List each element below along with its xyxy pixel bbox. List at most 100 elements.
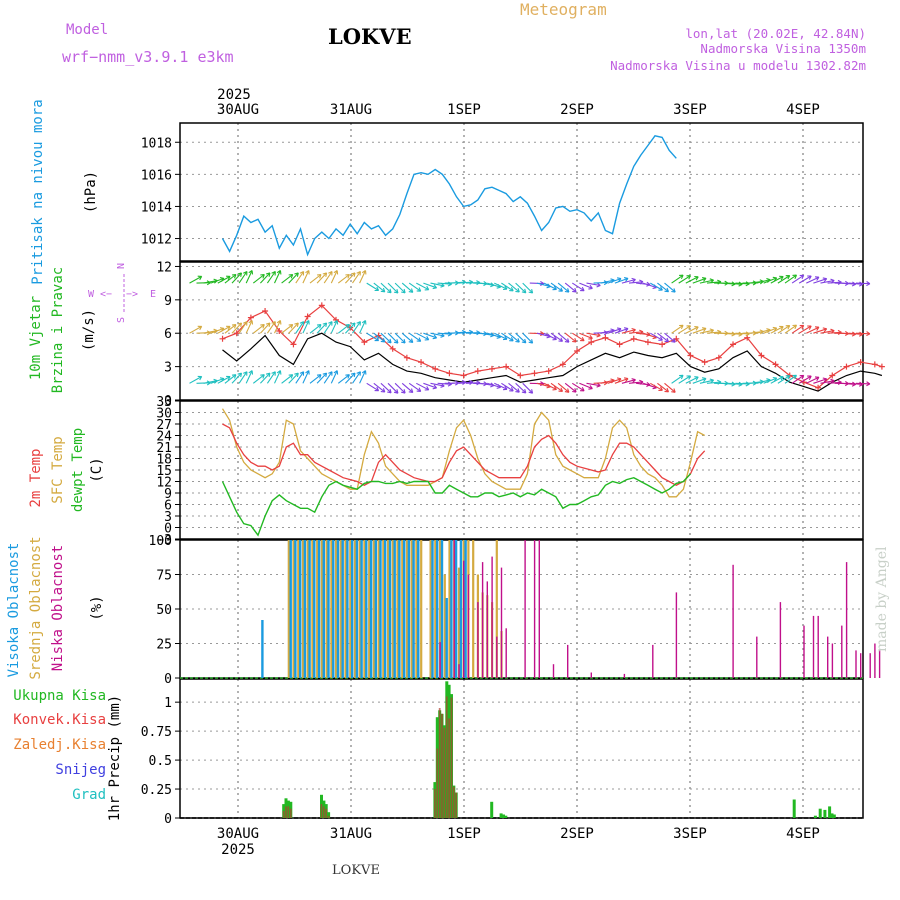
- wind-arrow-head: [380, 388, 386, 393]
- wind-arrow-head: [564, 288, 570, 293]
- wind-arrow: [189, 376, 202, 384]
- wind-arrow-head: [564, 388, 570, 393]
- wind-arrow: [359, 270, 366, 284]
- wind-arrow-head: [288, 374, 294, 379]
- wind-arrow-head: [799, 324, 805, 330]
- precip-conv-bar: [443, 727, 446, 818]
- y-tick-label: −3: [156, 533, 172, 548]
- y-tick-label: 50: [156, 603, 172, 618]
- wind-arrow: [430, 382, 445, 387]
- wind-arrow-head: [401, 338, 406, 344]
- precip-total-bar: [813, 815, 817, 818]
- top-year-label: 2025: [217, 87, 251, 103]
- wind-arrow: [791, 324, 805, 334]
- wind-title-1: 10m Vjetar: [28, 296, 44, 380]
- wind-arrow: [380, 332, 392, 344]
- compass-e-arrow: −>: [126, 289, 138, 300]
- wind-arrow-head: [664, 337, 670, 343]
- cloud-high-bar: [336, 540, 340, 678]
- wind-arrow: [330, 320, 338, 334]
- wind-arrow: [756, 329, 771, 334]
- wind-arrow: [572, 382, 585, 392]
- wind-arrow: [373, 282, 386, 293]
- cloud-high-bar: [388, 540, 392, 678]
- pressure-unit: (hPa): [83, 171, 99, 213]
- wind-arrow: [323, 271, 333, 284]
- y-tick-label: 3: [164, 510, 172, 525]
- wind-arrow: [756, 279, 771, 284]
- top-date-3SEP: 3SEP: [673, 102, 707, 118]
- wind-arrow-head: [265, 322, 271, 328]
- wind-arrow: [784, 324, 797, 334]
- cloud-high-bar: [346, 540, 349, 678]
- wind-arrow: [600, 329, 615, 334]
- wind-arrow-head: [528, 339, 534, 344]
- wind-arrow-head: [231, 374, 237, 379]
- wind-arrow: [784, 274, 797, 284]
- cloud-high-bar: [417, 540, 420, 678]
- cloud-low-bar: [458, 664, 460, 678]
- wind-arrow: [678, 375, 691, 384]
- wind-arrow: [515, 382, 527, 394]
- wind-arrow-head: [350, 372, 356, 378]
- wind-arrow: [217, 376, 231, 384]
- wind-arrow-head: [814, 276, 820, 281]
- cloud-mid-bar: [387, 540, 390, 678]
- precip-title: 1hr Precip (mm): [107, 695, 123, 821]
- wind-arrow: [529, 282, 544, 285]
- wind-arrow: [508, 332, 520, 343]
- cloud-high-bar: [289, 540, 292, 678]
- wind-arrow-head: [807, 275, 812, 280]
- y-tick-label: 1016: [141, 168, 172, 183]
- wind-arrow-head: [702, 327, 707, 332]
- wind-arrow: [274, 370, 281, 384]
- wind-arrow-head: [271, 271, 276, 276]
- wind-arrow: [777, 275, 790, 284]
- cloud-mid-bar: [339, 540, 342, 678]
- cloud-mid-bar: [349, 540, 352, 678]
- cloud-low-bar: [812, 615, 815, 678]
- cloud-low-bar: [732, 564, 734, 678]
- wind-arrow-head: [387, 338, 392, 344]
- panel-1: 1012 1014 1016 1018: [141, 122, 864, 262]
- wind-arrow: [252, 324, 265, 334]
- wind-arrow-head: [679, 274, 684, 280]
- wind-arrow-head: [416, 387, 422, 392]
- wind-arrow: [337, 324, 350, 334]
- wind-arrow-head: [588, 385, 593, 390]
- station-title: LOKVE: [328, 24, 412, 49]
- y-tick-label: 0: [164, 672, 172, 687]
- wind-arrow: [238, 371, 248, 384]
- wind-arrow: [855, 332, 870, 335]
- cloud-low-bar: [878, 650, 881, 678]
- wind-arrow: [735, 282, 750, 285]
- wind-arrow: [550, 332, 563, 342]
- wind-arrow-head: [792, 274, 798, 280]
- wind-arrow-head: [631, 378, 636, 383]
- wind-arrow: [416, 282, 429, 291]
- wind-arrow-head: [299, 371, 305, 376]
- cloud-low-bar: [855, 650, 857, 678]
- wind-arrow: [763, 277, 777, 284]
- wind-arrow: [827, 331, 842, 334]
- wind-arrow: [607, 328, 622, 334]
- wind-arrow: [430, 332, 445, 337]
- precip-conv-bar: [282, 811, 285, 818]
- wind-arrow-head: [294, 322, 299, 328]
- wind-arrow: [465, 382, 480, 384]
- precip-total-bar: [830, 813, 834, 818]
- wind-arrow-head: [345, 273, 350, 279]
- wind-arrow: [572, 332, 585, 342]
- wind-arrow: [671, 324, 684, 334]
- wind-arrow: [245, 320, 253, 334]
- wind-arrow: [806, 326, 820, 334]
- y-tick-label: 6: [164, 499, 172, 514]
- precip-conv-bar: [434, 789, 436, 818]
- wind-arrow-head: [623, 377, 629, 383]
- wind-arrow-head: [416, 337, 422, 342]
- wind-arrow: [288, 322, 299, 334]
- wind-arrow-head: [558, 337, 564, 342]
- wind-arrow: [487, 332, 501, 338]
- wind-arrow-head: [799, 374, 805, 380]
- wind-arrow-head: [361, 370, 367, 375]
